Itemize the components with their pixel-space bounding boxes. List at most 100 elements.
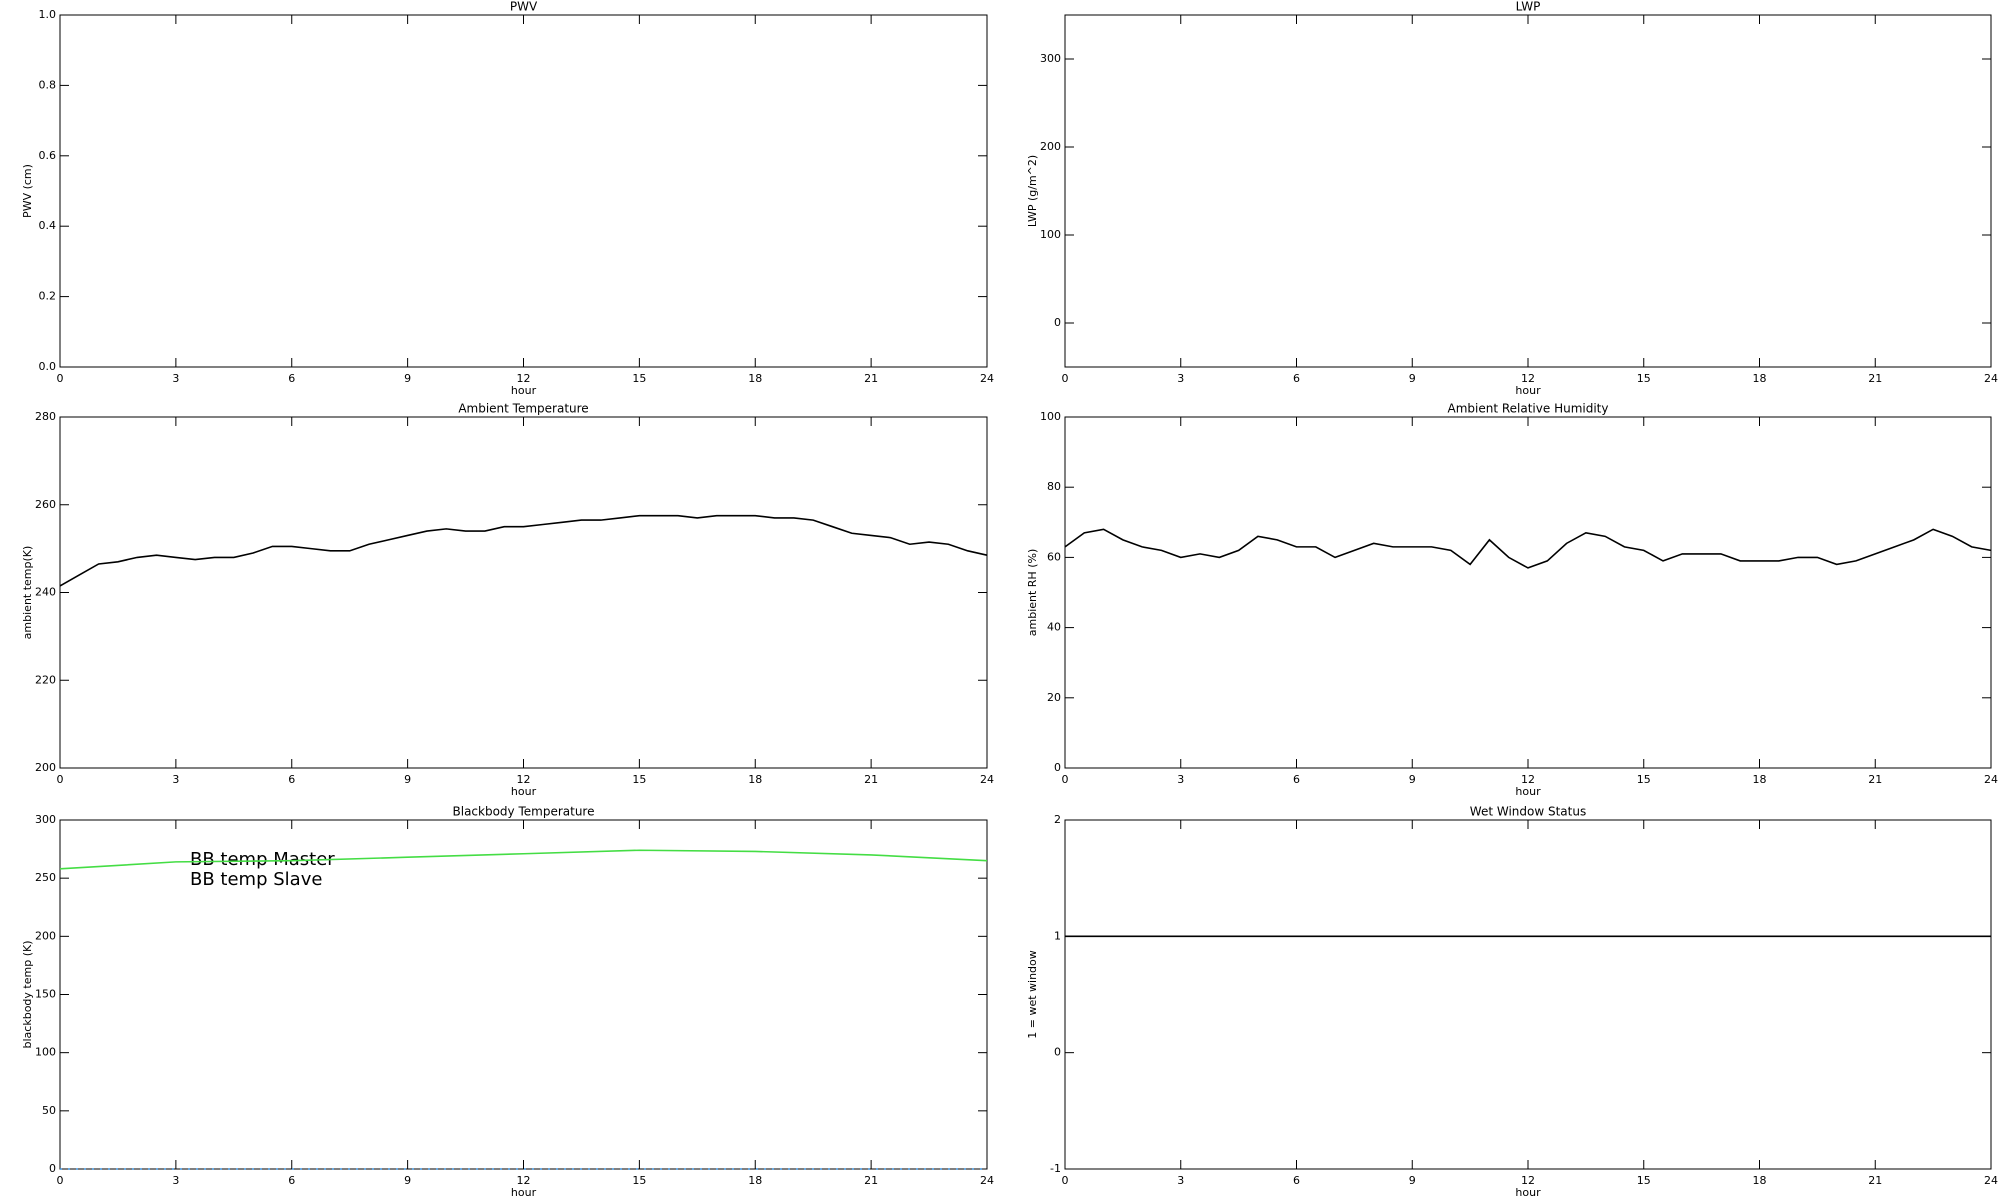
x-tick-label: 21 [1868,372,1882,385]
y-tick-label: 50 [42,1104,56,1117]
x-tick-label: 0 [1062,773,1069,786]
x-tick-label: 3 [172,1174,179,1187]
series-line [1064,528,1992,569]
y-tick-label: 20 [1047,691,1061,704]
y-tick-label: 0 [49,1162,56,1175]
x-tick-label: 18 [748,773,762,786]
y-tick-label: -1 [1050,1162,1061,1175]
x-tick-label: 18 [748,372,762,385]
x-tick-label: 18 [1753,773,1767,786]
y-axis-label: ambient RH (%) [1026,549,1039,637]
y-tick-label: 200 [35,929,56,942]
plot-frame [59,416,988,769]
x-tick-label: 21 [864,372,878,385]
x-tick-label: 6 [1293,1174,1300,1187]
x-tick-label: 24 [1984,773,1998,786]
y-tick-label: 280 [35,410,56,423]
plot-frame [1064,416,1992,769]
x-axis-label: hour [511,785,537,798]
x-tick-label: 6 [288,372,295,385]
x-tick-label: 15 [1637,1174,1651,1187]
x-tick-label: 21 [1868,773,1882,786]
y-tick-label: 40 [1047,621,1061,634]
x-tick-label: 3 [1177,372,1184,385]
x-tick-label: 15 [632,372,646,385]
x-tick-label: 0 [57,1174,64,1187]
y-axis-label: 1 = wet window [1026,950,1039,1039]
x-tick-label: 6 [1293,372,1300,385]
x-tick-label: 21 [864,773,878,786]
chart-title: Ambient Temperature [458,402,588,416]
x-tick-label: 0 [57,773,64,786]
x-axis-label: hour [1515,1186,1541,1199]
y-tick-label: 0.6 [39,149,57,162]
y-tick-label: 100 [35,1046,56,1059]
x-axis-label: hour [1515,384,1541,397]
x-tick-label: 12 [517,372,531,385]
x-tick-label: 24 [980,773,994,786]
y-tick-label: 1 [1054,929,1061,942]
x-axis-label: hour [1515,785,1541,798]
y-axis-label: ambient temp(K) [21,546,34,640]
chart-title: PWV [510,0,538,14]
series-line [59,514,988,587]
chart-title: Blackbody Temperature [453,805,595,819]
y-tick-label: 0.8 [39,78,57,91]
x-tick-label: 15 [1637,372,1651,385]
y-tick-label: 1.0 [39,8,57,21]
x-axis-label: hour [511,384,537,397]
x-tick-label: 21 [864,1174,878,1187]
x-tick-label: 15 [632,1174,646,1187]
y-axis-label: blackbody temp (K) [21,941,34,1049]
legend-entry: BB temp Master [190,849,335,870]
x-tick-label: 6 [1293,773,1300,786]
x-tick-label: 3 [1177,773,1184,786]
y-tick-label: 300 [1040,52,1061,65]
chart-title: Ambient Relative Humidity [1448,402,1609,416]
x-tick-label: 9 [404,1174,411,1187]
x-tick-label: 9 [1409,773,1416,786]
y-tick-label: 300 [35,813,56,826]
y-axis-label: LWP (g/m^2) [1026,155,1039,227]
y-tick-label: 200 [1040,140,1061,153]
x-tick-label: 9 [404,372,411,385]
x-tick-label: 9 [404,773,411,786]
y-tick-label: 0 [1054,316,1061,329]
y-tick-label: 0.0 [39,360,57,373]
y-axis-label: PWV (cm) [21,164,34,218]
series-line [59,849,988,870]
x-tick-label: 9 [1409,372,1416,385]
y-tick-label: 0.4 [39,219,57,232]
chart-title: Wet Window Status [1470,805,1586,819]
x-tick-label: 12 [1521,1174,1535,1187]
y-tick-label: 0 [1054,761,1061,774]
plot-frame [1064,819,1992,1170]
x-tick-label: 18 [748,1174,762,1187]
y-tick-label: 240 [35,586,56,599]
y-tick-label: 260 [35,498,56,511]
x-tick-label: 3 [172,372,179,385]
x-tick-label: 6 [288,1174,295,1187]
y-tick-label: 2 [1054,813,1061,826]
plot-frame [1064,14,1992,368]
x-tick-label: 12 [1521,773,1535,786]
x-tick-label: 24 [980,1174,994,1187]
y-tick-label: 100 [1040,410,1061,423]
plot-frame [59,14,988,368]
x-tick-label: 3 [1177,1174,1184,1187]
x-axis-label: hour [511,1186,537,1199]
y-tick-label: 0.2 [39,290,57,303]
x-tick-label: 9 [1409,1174,1416,1187]
x-tick-label: 18 [1753,372,1767,385]
x-tick-label: 12 [1521,372,1535,385]
x-tick-label: 12 [517,773,531,786]
y-tick-label: 100 [1040,228,1061,241]
x-tick-label: 24 [980,372,994,385]
y-tick-label: 200 [35,761,56,774]
x-tick-label: 0 [1062,1174,1069,1187]
y-tick-label: 80 [1047,480,1061,493]
x-tick-label: 12 [517,1174,531,1187]
x-tick-label: 15 [632,773,646,786]
